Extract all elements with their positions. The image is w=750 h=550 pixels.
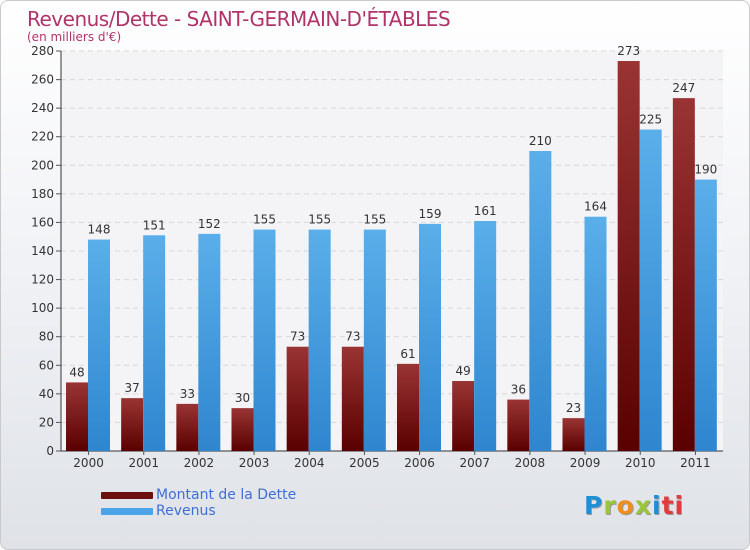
x-tick-label: 2008 xyxy=(515,456,546,470)
y-tick-label: 40 xyxy=(39,387,54,401)
x-tick-label: 2007 xyxy=(459,456,490,470)
bar-label-dette: 247 xyxy=(672,81,695,95)
bar-label-dette: 73 xyxy=(290,330,305,344)
y-tick-label: 200 xyxy=(31,158,54,172)
bar-revenus xyxy=(639,129,662,452)
chart-subtitle: (en milliers d'€) xyxy=(27,30,122,44)
proxiti-logo: Proxiti xyxy=(584,491,685,520)
legend-swatch-revenus xyxy=(101,508,153,515)
bar-dette xyxy=(341,346,364,451)
bar-label-revenus: 148 xyxy=(88,223,111,237)
legend-label-dette: Montant de la Dette xyxy=(156,487,297,503)
x-tick-label: 2005 xyxy=(349,456,380,470)
bar-revenus xyxy=(88,239,110,451)
y-tick-label: 80 xyxy=(39,330,54,344)
bar-revenus xyxy=(419,223,441,451)
y-tick-label: 180 xyxy=(31,187,54,201)
bar-revenus xyxy=(584,216,607,451)
bar-label-revenus: 161 xyxy=(474,204,497,218)
bar-label-revenus: 190 xyxy=(694,163,717,177)
bar-label-dette: 48 xyxy=(69,365,84,379)
bar-dette xyxy=(121,398,144,451)
bar-label-revenus: 155 xyxy=(363,213,386,227)
bar-label-dette: 273 xyxy=(617,44,640,58)
bar-label-revenus: 225 xyxy=(639,113,662,127)
x-tick-label: 2001 xyxy=(128,456,159,470)
bar-label-revenus: 151 xyxy=(143,218,166,232)
bar-label-dette: 33 xyxy=(180,387,195,401)
bar-dette xyxy=(66,382,88,451)
bar-revenus xyxy=(253,229,276,451)
legend-swatch-dette xyxy=(101,492,153,499)
bar-dette xyxy=(617,61,640,451)
bar-dette xyxy=(397,363,419,451)
y-tick-label: 0 xyxy=(46,444,54,458)
bar-label-revenus: 155 xyxy=(253,213,276,227)
x-tick-label: 2003 xyxy=(239,456,270,470)
bar-label-dette: 37 xyxy=(125,381,140,395)
y-tick-label: 160 xyxy=(31,215,54,229)
bar-revenus xyxy=(694,179,717,452)
x-tick-label: 2009 xyxy=(570,456,601,470)
chart-title: Revenus/Dette - SAINT-GERMAIN-D'ÉTABLES xyxy=(27,7,451,31)
x-tick-label: 2010 xyxy=(625,456,656,470)
bar-dette xyxy=(286,346,309,451)
bar-revenus xyxy=(363,229,386,451)
y-tick-label: 100 xyxy=(31,301,54,315)
y-tick-label: 280 xyxy=(31,44,54,58)
bar-revenus xyxy=(308,229,331,451)
bar-label-dette: 23 xyxy=(566,401,581,415)
bar-label-revenus: 210 xyxy=(529,134,552,148)
y-tick-label: 220 xyxy=(31,130,54,144)
bar-dette xyxy=(231,408,254,451)
bar-label-dette: 49 xyxy=(456,364,471,378)
y-tick-label: 140 xyxy=(31,244,54,258)
bar-dette xyxy=(452,381,475,451)
bar-label-dette: 36 xyxy=(511,383,526,397)
bar-revenus xyxy=(143,235,166,451)
x-tick-label: 2006 xyxy=(404,456,435,470)
y-tick-label: 120 xyxy=(31,273,54,287)
bar-dette xyxy=(672,98,695,452)
y-tick-label: 20 xyxy=(39,415,54,429)
y-tick-label: 240 xyxy=(31,101,54,115)
bar-label-revenus: 155 xyxy=(308,213,331,227)
bar-revenus xyxy=(198,233,221,451)
legend-label-revenus: Revenus xyxy=(156,503,216,519)
x-tick-label: 2002 xyxy=(184,456,215,470)
bar-label-revenus: 164 xyxy=(584,200,607,214)
bar-dette xyxy=(562,418,585,451)
bar-label-revenus: 159 xyxy=(419,207,442,221)
bar-label-dette: 61 xyxy=(400,347,415,361)
y-tick-label: 60 xyxy=(39,358,54,372)
bar-revenus xyxy=(529,151,552,451)
bar-label-revenus: 152 xyxy=(198,217,221,231)
x-tick-label: 2004 xyxy=(294,456,325,470)
x-tick-label: 2000 xyxy=(73,456,104,470)
x-tick-label: 2011 xyxy=(680,456,711,470)
bar-label-dette: 30 xyxy=(235,391,250,405)
y-tick-label: 260 xyxy=(31,73,54,87)
bar-revenus xyxy=(474,221,497,451)
bar-label-dette: 73 xyxy=(345,330,360,344)
bar-dette xyxy=(176,403,199,451)
bar-dette xyxy=(507,399,530,451)
